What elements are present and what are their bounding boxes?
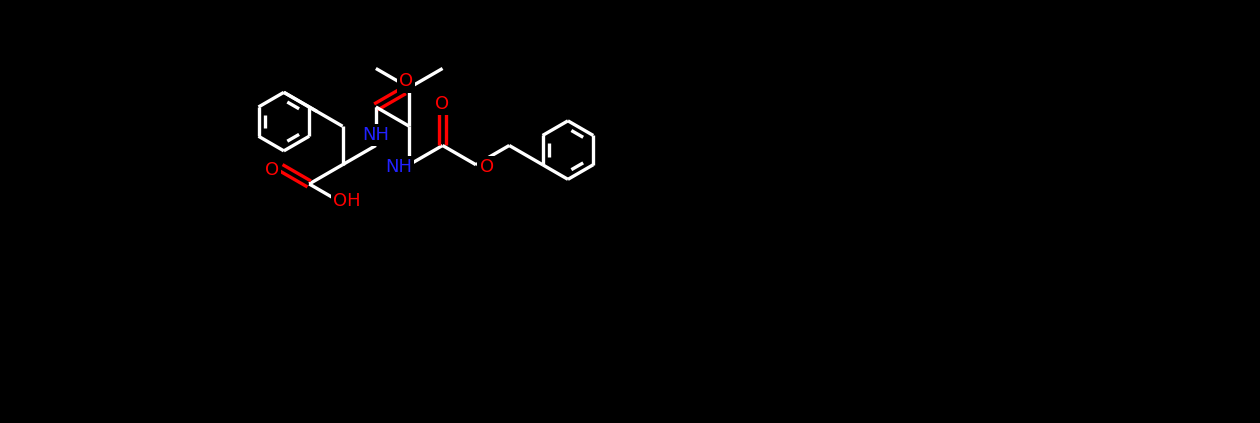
Text: O: O: [480, 158, 494, 176]
Text: O: O: [398, 72, 413, 91]
Text: OH: OH: [333, 192, 360, 210]
Text: O: O: [436, 94, 450, 113]
Text: NH: NH: [386, 158, 412, 176]
Text: O: O: [265, 161, 278, 179]
Text: NH: NH: [363, 126, 389, 144]
